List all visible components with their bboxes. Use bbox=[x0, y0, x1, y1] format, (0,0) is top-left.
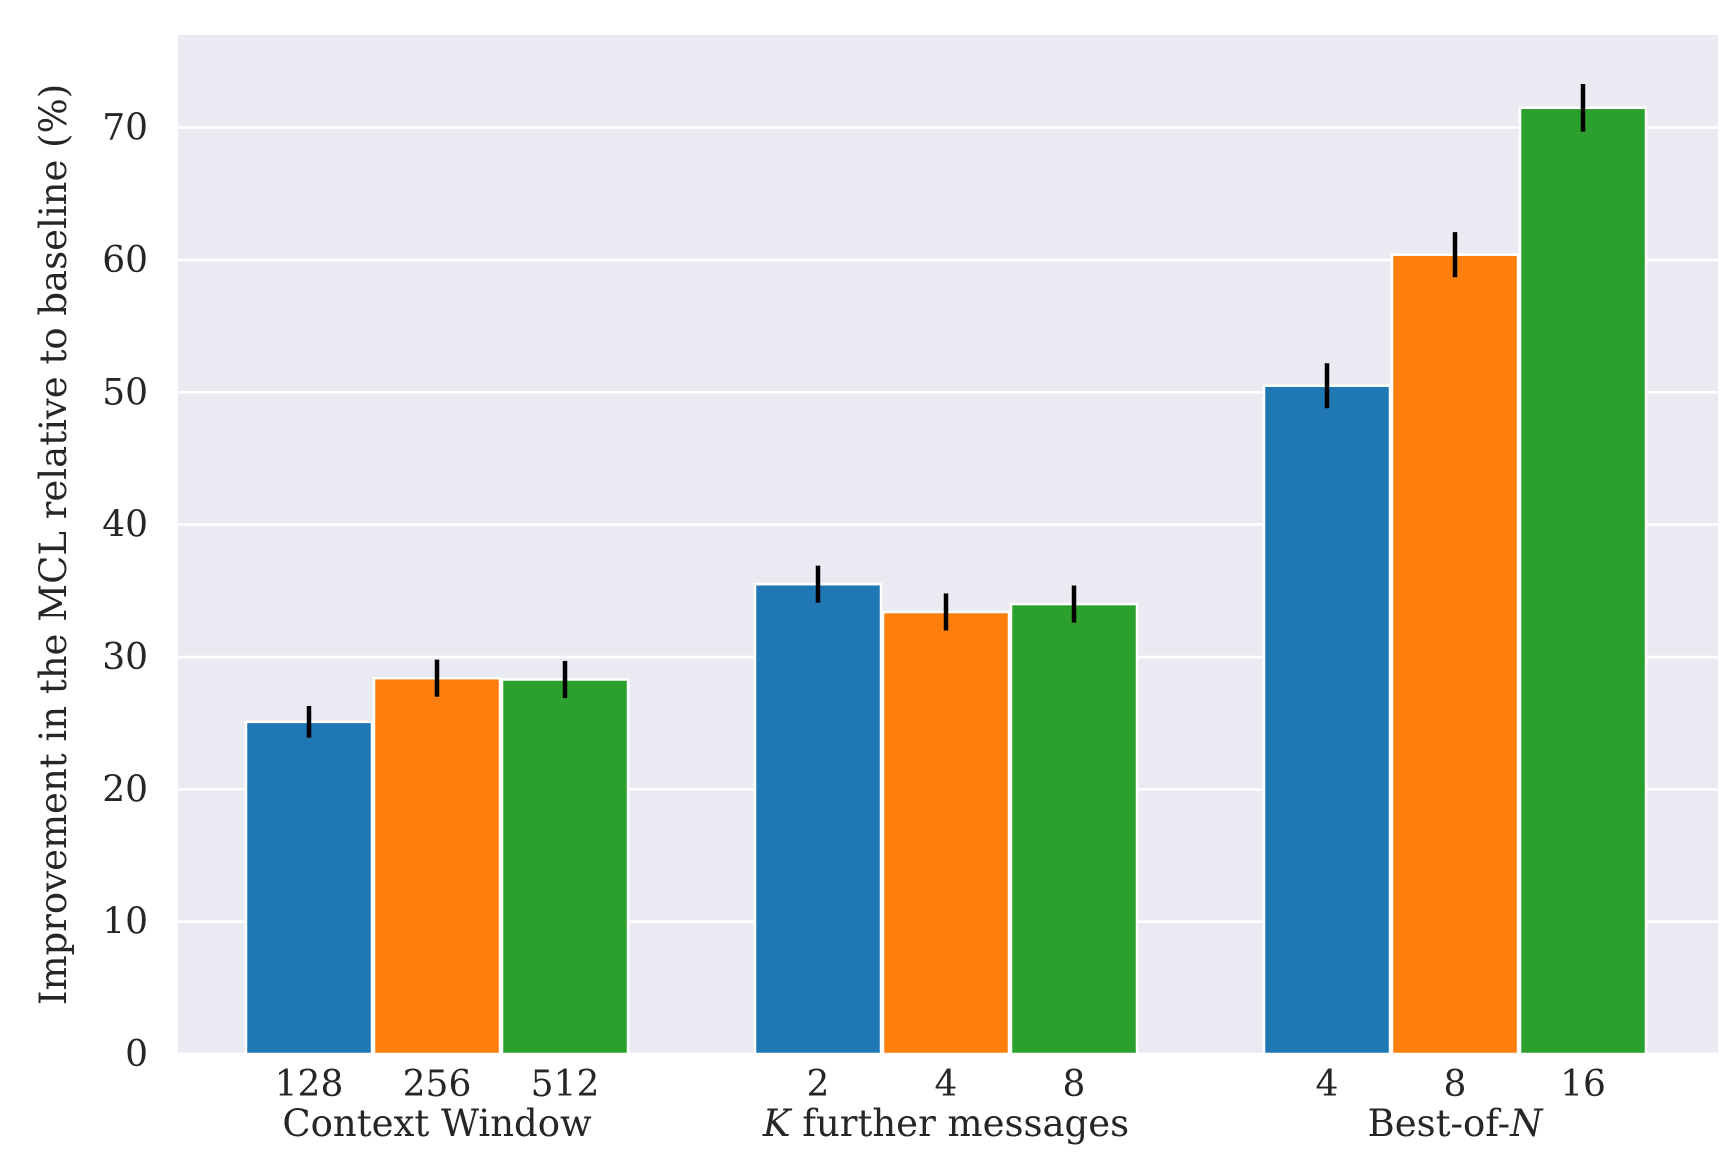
x-tick-label: 128 bbox=[275, 1064, 344, 1105]
y-tick-labels: 0 10 20 30 40 50 60 70 bbox=[102, 108, 148, 1075]
group-label-part: Best-of- bbox=[1368, 1102, 1511, 1145]
group-label: K further messages bbox=[762, 1102, 1129, 1145]
bar bbox=[1009, 602, 1139, 1056]
bar bbox=[1518, 106, 1648, 1056]
y-tick-label: 40 bbox=[102, 505, 148, 546]
bar bbox=[500, 678, 630, 1056]
bar bbox=[244, 720, 374, 1056]
y-tick-label: 0 bbox=[125, 1034, 148, 1075]
x-tick-label: 8 bbox=[1444, 1064, 1467, 1105]
bar bbox=[753, 582, 883, 1056]
group-label-part: Context Window bbox=[282, 1102, 592, 1145]
group-label: Context Window bbox=[282, 1102, 592, 1145]
y-tick-label: 60 bbox=[102, 240, 148, 281]
y-tick-label: 30 bbox=[102, 637, 148, 678]
y-tick-label: 50 bbox=[102, 372, 148, 413]
bars bbox=[244, 106, 1648, 1056]
y-tick-label: 70 bbox=[102, 108, 148, 149]
bar bbox=[881, 610, 1011, 1056]
x-tick-label: 256 bbox=[403, 1064, 472, 1105]
x-tick-label: 4 bbox=[935, 1064, 958, 1105]
x-tick-label: 2 bbox=[807, 1064, 830, 1105]
bar bbox=[1390, 253, 1520, 1056]
x-tick-label: 512 bbox=[531, 1064, 600, 1105]
bar bbox=[372, 676, 502, 1056]
error-bars bbox=[306, 83, 1586, 738]
bar bbox=[1262, 384, 1392, 1056]
x-tick-label: 16 bbox=[1560, 1064, 1606, 1105]
group-label-part: N bbox=[1509, 1102, 1544, 1145]
group-labels: Context Window K further messages Best-of-… bbox=[282, 1102, 1544, 1145]
y-tick-label: 10 bbox=[102, 902, 148, 943]
y-tick-label: 20 bbox=[102, 769, 148, 810]
y-axis-title: Improvement in the MCL relative to basel… bbox=[32, 84, 75, 1005]
x-tick-labels: 128 256 512 2 4 8 4 8 16 bbox=[275, 1064, 1606, 1105]
x-tick-label: 8 bbox=[1063, 1064, 1086, 1105]
group-label: Best-of-N bbox=[1368, 1102, 1545, 1145]
x-tick-label: 4 bbox=[1316, 1064, 1339, 1105]
group-label-part: K bbox=[762, 1102, 793, 1145]
group-label-part: further messages bbox=[791, 1102, 1130, 1145]
